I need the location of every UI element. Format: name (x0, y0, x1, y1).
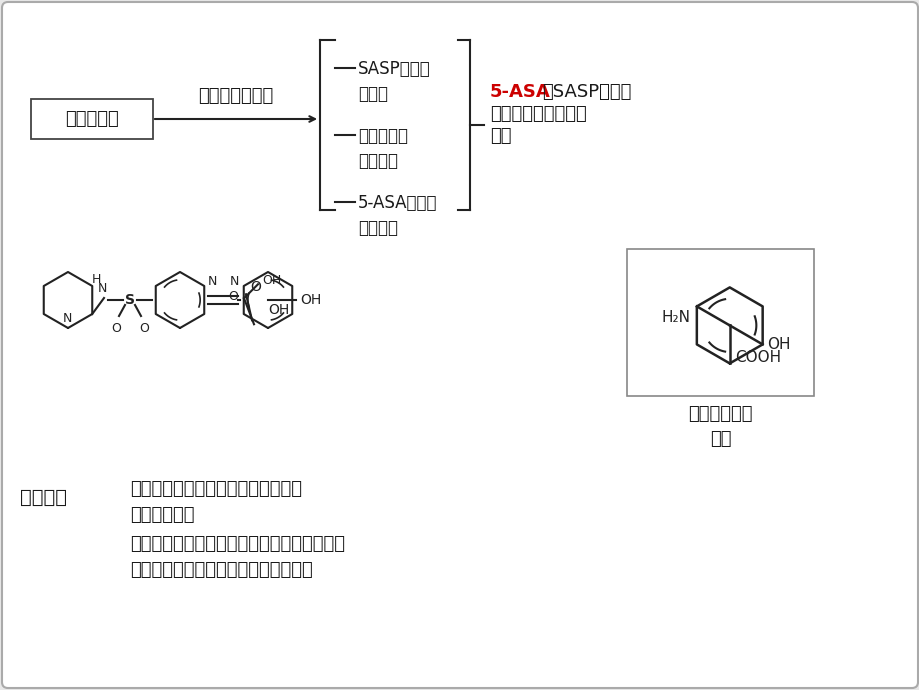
Text: 非剂量相关：过敏性皮疹、溶血性贫血、粒细
胞缺乏症、肝炎、结肠炎、男性不育症: 非剂量相关：过敏性皮疹、溶血性贫血、粒细 胞缺乏症、肝炎、结肠炎、男性不育症 (130, 535, 345, 580)
Text: OH: OH (262, 274, 281, 287)
Text: OH: OH (300, 293, 321, 307)
Text: N: N (229, 275, 238, 288)
Text: N: N (62, 312, 72, 325)
Text: S: S (125, 293, 135, 307)
Text: O: O (228, 290, 238, 303)
FancyBboxPatch shape (627, 249, 813, 396)
FancyBboxPatch shape (31, 99, 153, 139)
Text: 现代水杨酸疗法: 现代水杨酸疗法 (199, 87, 273, 105)
Text: O: O (111, 322, 120, 335)
Text: 吡啶: 吡啶 (490, 127, 511, 145)
Text: N: N (97, 282, 107, 295)
Text: 当，且明显优于磺胺: 当，且明显优于磺胺 (490, 105, 586, 123)
Text: 5-ASA以粪便
形式排泄: 5-ASA以粪便 形式排泄 (357, 194, 437, 237)
Text: 不良反应: 不良反应 (20, 488, 67, 507)
Text: 磺胺吡啶从
尿中排泄: 磺胺吡啶从 尿中排泄 (357, 127, 407, 170)
Text: 与SASP疗效相: 与SASP疗效相 (541, 83, 630, 101)
Text: COOH: COOH (734, 350, 780, 365)
Text: 剂量相关：恶心呕吐、头痛、脱发、
叶酸吸收不良: 剂量相关：恶心呕吐、头痛、脱发、 叶酸吸收不良 (130, 480, 301, 524)
Text: H₂N: H₂N (661, 310, 690, 326)
Text: O: O (139, 322, 149, 335)
Text: SASP在结肠
内代谢: SASP在结肠 内代谢 (357, 60, 430, 103)
Text: 5-ASA: 5-ASA (490, 83, 550, 101)
Text: O: O (250, 280, 261, 294)
Text: 柳氨磺吡啶: 柳氨磺吡啶 (65, 110, 119, 128)
Text: OH: OH (766, 337, 789, 352)
Text: OH: OH (267, 303, 289, 317)
Text: H: H (91, 273, 100, 286)
Text: 在胃酸内易被
破坏: 在胃酸内易被 破坏 (687, 405, 752, 448)
Text: N: N (207, 275, 217, 288)
